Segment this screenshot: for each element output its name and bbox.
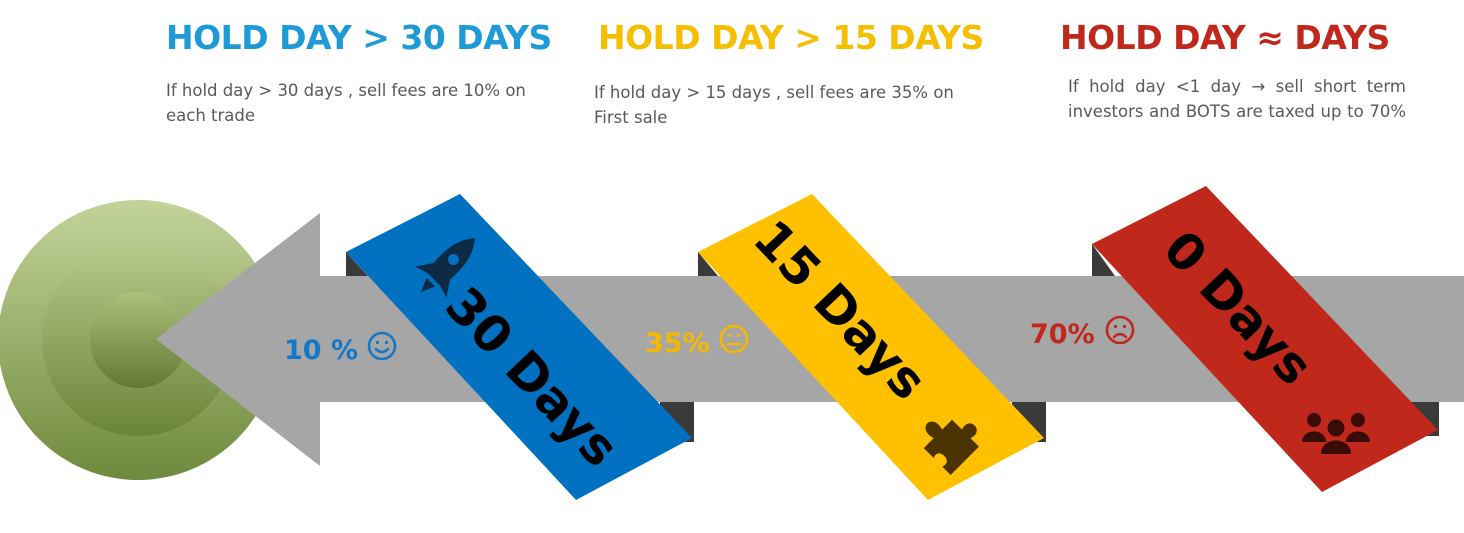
sad-face-icon [1105, 315, 1135, 345]
group-icon [1302, 413, 1370, 454]
tier-description-30-days: If hold day > 30 days , sell fees are 10… [166, 81, 526, 125]
tier-heading-30-days: HOLD DAY > 30 DAYS [166, 18, 552, 57]
tier-description-0-days: If hold day <1 day → sell short term inv… [1068, 77, 1406, 121]
tier-heading-15-days: HOLD DAY > 15 DAYS [598, 18, 984, 57]
rocket-icon [415, 238, 475, 298]
target-icon [0, 200, 278, 480]
neutral-face-icon [719, 324, 749, 354]
fee-value: 70% [1030, 319, 1095, 350]
fee-value: 35% [645, 328, 710, 359]
fee-value: 10 % [284, 335, 358, 366]
puzzle-piece-icon [923, 419, 979, 475]
arrow-shadow [346, 252, 368, 276]
tier-heading-0-days: HOLD DAY ≈ DAYS [1060, 18, 1390, 57]
band-30-days: 30 Days [346, 194, 692, 500]
arrow-shadow [698, 252, 718, 276]
tier-description-15-days: If hold day > 15 days , sell fees are 35… [594, 83, 954, 127]
happy-face-icon [367, 331, 397, 361]
arrow-shadow [1092, 244, 1115, 276]
